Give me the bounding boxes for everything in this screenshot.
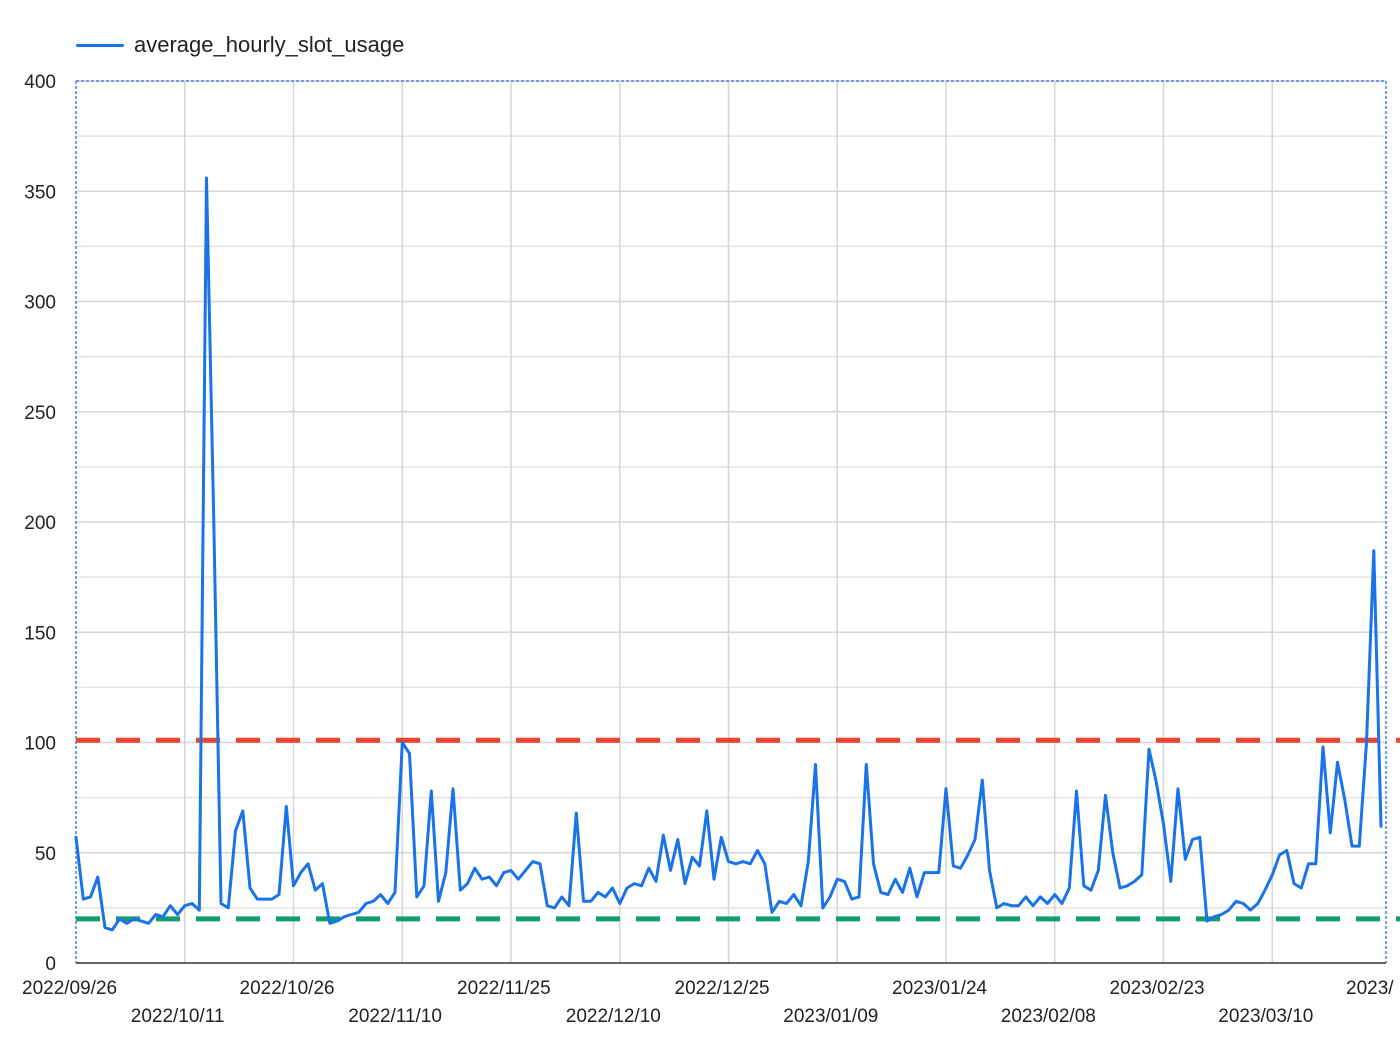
x-tick-label: 2022/11/10 (348, 1006, 442, 1027)
y-tick-label: 0 (45, 954, 56, 975)
x-tick-label: 2022/11/25 (457, 978, 551, 999)
y-tick-label: 300 (24, 293, 56, 314)
y-tick-label: 50 (35, 844, 56, 865)
y-tick-label: 150 (24, 623, 56, 644)
legend[interactable]: average_hourly_slot_usage (76, 30, 404, 60)
y-tick-label: 100 (24, 734, 56, 755)
x-tick-label: 2022/10/26 (240, 978, 335, 999)
legend-swatch (76, 43, 124, 47)
x-tick-label: 2022/09/26 (22, 978, 117, 999)
y-tick-label: 200 (24, 513, 56, 534)
x-tick-label: 2023/01/09 (783, 1006, 878, 1027)
y-tick-label: 400 (24, 72, 56, 93)
x-tick-label: 2022/12/25 (675, 978, 770, 999)
y-tick-label: 350 (24, 182, 56, 203)
x-tick-label: 2023/02/23 (1110, 978, 1205, 999)
x-tick-label: 2023/02/08 (1001, 1006, 1096, 1027)
legend-label: average_hourly_slot_usage (134, 32, 405, 57)
x-tick-label: 2022/12/10 (566, 1006, 661, 1027)
x-tick-label: 2023/ (1346, 978, 1394, 999)
x-tick-label: 2022/10/11 (131, 1006, 225, 1027)
x-tick-label: 2023/01/24 (892, 978, 988, 999)
y-tick-label: 250 (24, 403, 56, 424)
series-line[interactable] (74, 176, 1383, 932)
x-tick-label: 2023/03/10 (1218, 1006, 1313, 1027)
